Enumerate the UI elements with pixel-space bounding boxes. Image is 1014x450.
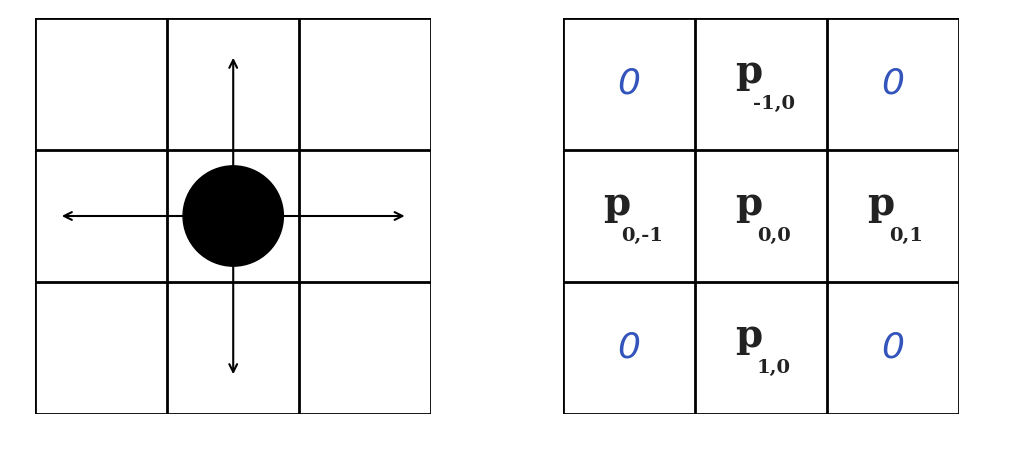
Text: p: p — [603, 185, 630, 223]
Text: 0: 0 — [617, 67, 640, 101]
Circle shape — [184, 166, 283, 266]
Text: 0,1: 0,1 — [888, 227, 923, 245]
Text: p: p — [867, 185, 894, 223]
Text: p: p — [735, 317, 763, 355]
Text: 1,0: 1,0 — [756, 359, 791, 377]
Text: -1,0: -1,0 — [752, 95, 795, 113]
Text: 0,0: 0,0 — [756, 227, 791, 245]
Text: 0,-1: 0,-1 — [621, 227, 663, 245]
Text: 0: 0 — [881, 331, 904, 365]
Text: p: p — [735, 185, 763, 223]
Text: p: p — [735, 53, 763, 91]
Text: 0: 0 — [881, 67, 904, 101]
Text: 0: 0 — [617, 331, 640, 365]
